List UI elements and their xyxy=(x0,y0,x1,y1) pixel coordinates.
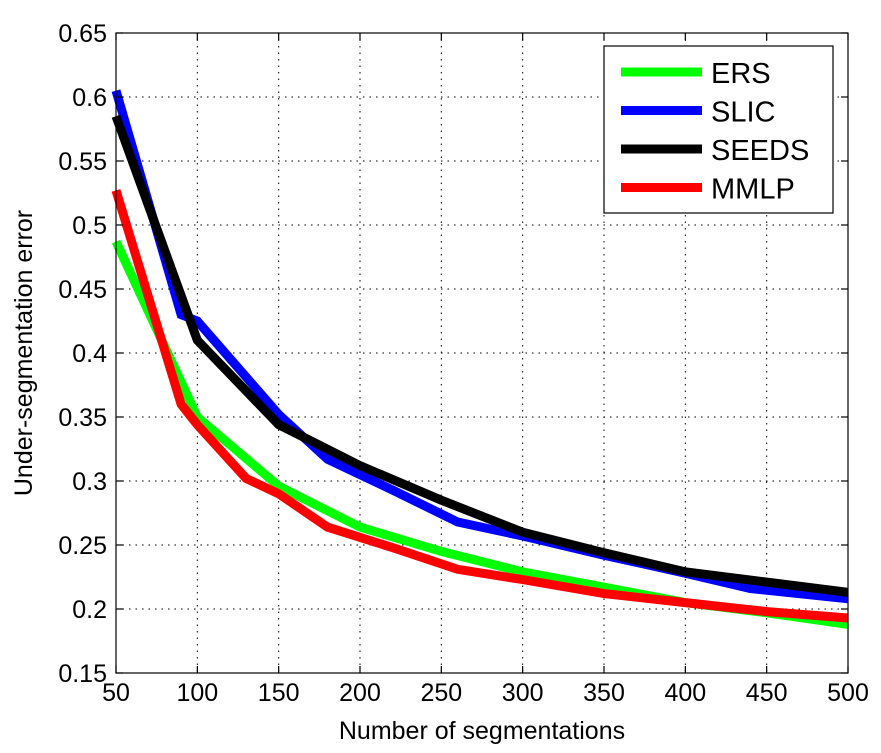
x-tick-label: 400 xyxy=(664,679,706,707)
plot-area-series xyxy=(111,89,849,629)
legend-label: SEEDS xyxy=(711,135,809,167)
x-tick-label: 300 xyxy=(502,679,544,707)
y-tick-label: 0.2 xyxy=(72,596,107,624)
axis-ticks: 50 100 150 200 250 300 350 400 450 500 0.15 0.2 0.25… xyxy=(58,20,869,707)
x-tick-label: 250 xyxy=(420,679,462,707)
legend-item-ers: ERS xyxy=(621,58,771,90)
x-tick-label: 450 xyxy=(746,679,788,707)
y-axis-title: Under-segmentation error xyxy=(10,210,38,496)
legend: ERS SLIC SEEDS MMLP xyxy=(603,45,834,214)
x-axis-title: Number of segmentations xyxy=(339,717,625,745)
legend-item-slic: SLIC xyxy=(621,97,775,129)
y-tick-label: 0.15 xyxy=(58,660,107,688)
legend-label: ERS xyxy=(711,58,771,90)
series-line-mmlp xyxy=(111,189,849,623)
x-tick-label: 500 xyxy=(827,679,869,707)
x-tick-label: 100 xyxy=(176,679,218,707)
legend-item-mmlp: MMLP xyxy=(621,174,795,206)
y-tick-label: 0.3 xyxy=(72,468,107,496)
x-tick-label: 150 xyxy=(258,679,300,707)
y-tick-label: 0.25 xyxy=(58,532,107,560)
y-tick-label: 0.35 xyxy=(58,404,107,432)
y-tick-label: 0.6 xyxy=(72,84,107,112)
series-line-seeds xyxy=(111,114,849,597)
y-tick-label: 0.4 xyxy=(72,340,107,368)
x-tick-label: 200 xyxy=(339,679,381,707)
y-tick-label: 0.5 xyxy=(72,212,107,240)
x-tick-label: 50 xyxy=(102,679,130,707)
x-tick-label: 350 xyxy=(583,679,625,707)
y-tick-label: 0.65 xyxy=(58,20,107,48)
legend-label: SLIC xyxy=(711,97,775,129)
y-tick-label: 0.55 xyxy=(58,148,107,176)
legend-items: ERS SLIC SEEDS MMLP xyxy=(621,58,809,206)
y-tick-label: 0.45 xyxy=(58,276,107,304)
legend-item-seeds: SEEDS xyxy=(621,135,809,167)
legend-label: MMLP xyxy=(711,174,795,206)
